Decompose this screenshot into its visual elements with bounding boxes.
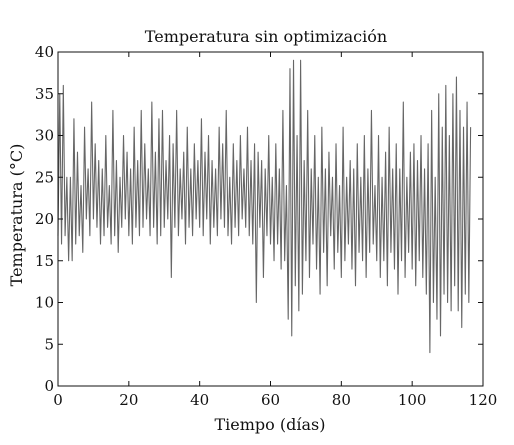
x-tick-label: 100 — [398, 391, 427, 409]
y-tick-label: 30 — [35, 127, 54, 145]
y-tick-label: 40 — [35, 43, 54, 61]
y-tick-label: 35 — [35, 85, 54, 103]
x-tick-label: 0 — [53, 391, 63, 409]
x-tick-label: 40 — [190, 391, 209, 409]
x-tick-label: 60 — [261, 391, 280, 409]
y-tick-label: 0 — [44, 377, 54, 395]
y-axis-title: Temperatura (°C) — [7, 144, 26, 287]
x-axis-title: Tiempo (días) — [215, 415, 326, 434]
chart-title: Temperatura sin optimización — [145, 27, 387, 46]
series-line-0 — [57, 59, 472, 354]
x-tick-label: 80 — [332, 391, 351, 409]
y-tick-label: 15 — [35, 252, 54, 270]
axes: 0 20 40 60 80 100 120 0 5 10 15 20 25 30 35 40 — [35, 43, 497, 409]
x-tick-label: 120 — [469, 391, 498, 409]
y-tick-label: 5 — [44, 335, 54, 353]
y-tick-label: 20 — [35, 210, 54, 228]
plot-area — [57, 59, 472, 354]
y-tick-label: 10 — [35, 294, 54, 312]
x-tick-label: 20 — [119, 391, 138, 409]
y-tick-label: 25 — [35, 168, 54, 186]
